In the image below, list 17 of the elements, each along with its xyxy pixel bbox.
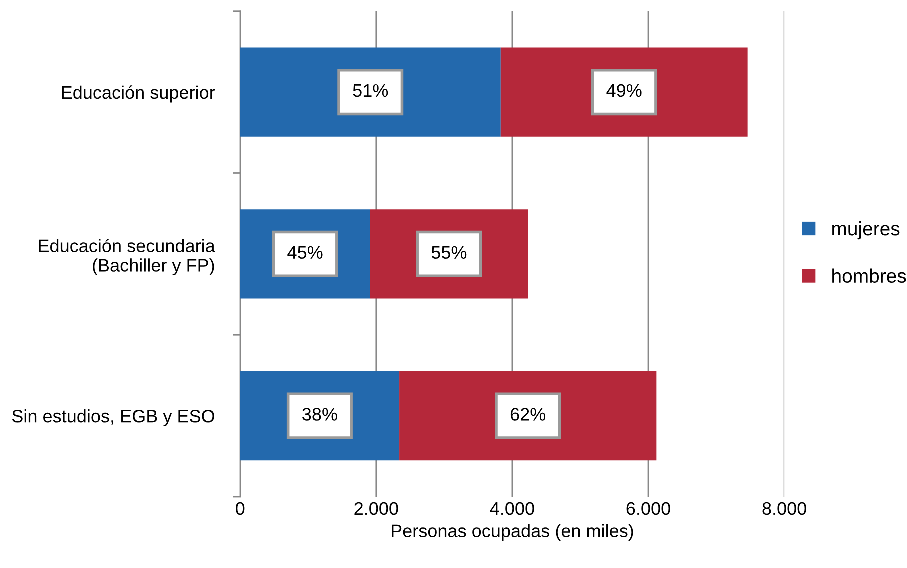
annotation: 51% [353,84,388,98]
y-tick-label: Educación superior [62,86,216,103]
x-tick-label: 0 [236,502,245,516]
annotation: 38% [302,408,338,421]
x-tick-label: 2.000 [354,502,398,516]
annotation: 62% [510,408,546,421]
annotation: 55% [432,246,467,260]
legend-label: mujeres [832,221,900,240]
y-tick-label: Sin estudios, EGB y ESO [12,410,214,426]
y-tick-label: Educación secundaria (Bachiller y FP) [39,239,216,276]
x-axis-title: Personas ocupadas (en miles) [392,524,634,542]
legend-label: hombres [832,268,906,284]
x-tick-label: 8.000 [762,502,806,516]
annotation: 49% [606,84,642,98]
x-tick-label: 4.000 [490,502,534,516]
x-tick-label: 6.000 [626,502,670,516]
annotation: 45% [288,246,323,260]
